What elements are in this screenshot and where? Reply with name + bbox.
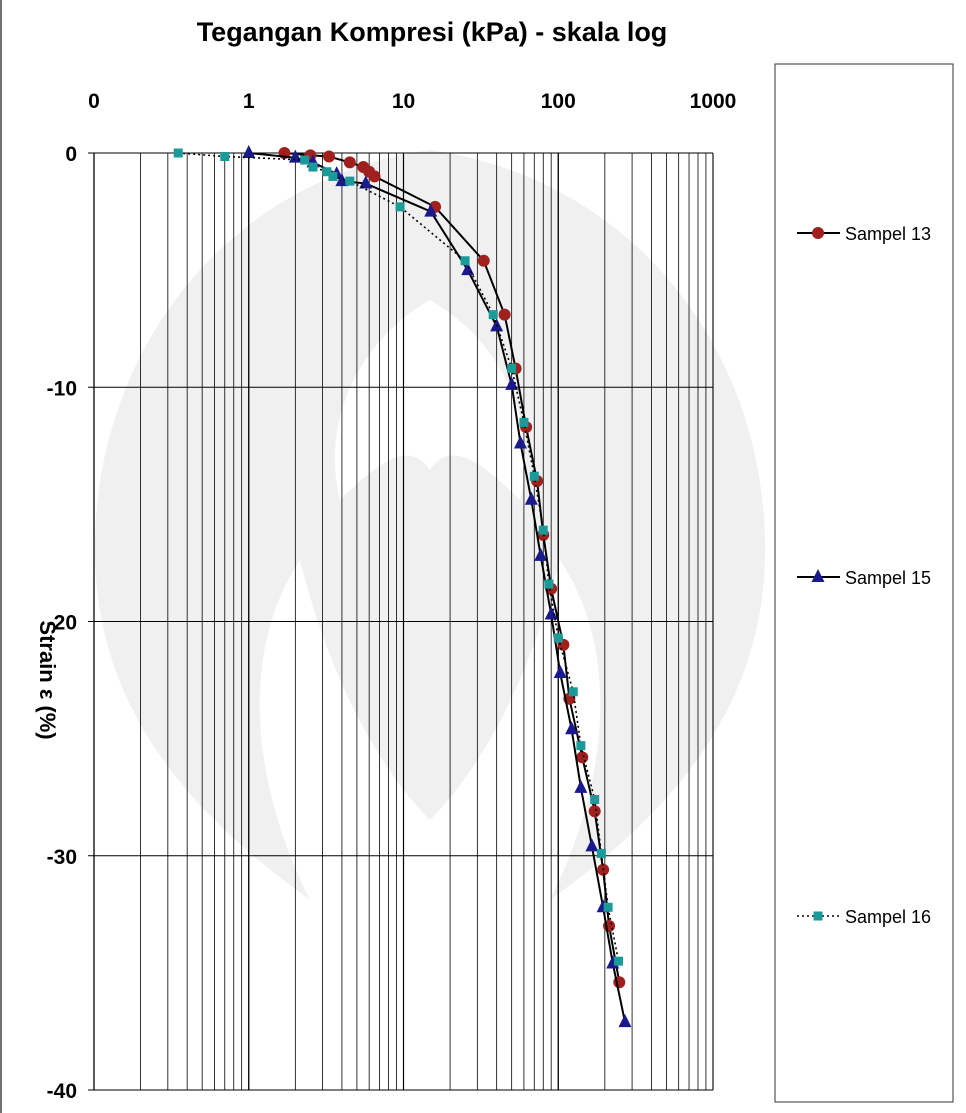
data-point [345,176,355,186]
data-point [590,795,600,805]
data-point [424,203,438,217]
data-point [513,435,527,449]
data-point [603,902,613,912]
y-tick-label: -10 [47,377,77,400]
data-point [242,145,256,158]
data-point [477,254,490,267]
legend-item: Sampel 16 [797,907,931,927]
x-tick-label: 100 [541,90,576,113]
y-tick-label: -30 [47,846,77,869]
data-point [505,376,519,390]
data-point [359,175,373,189]
data-point [490,318,504,332]
x-tick-label: 10 [392,90,415,113]
legend-item: Sampel 13 [797,224,931,244]
x-tick-label: 1 [243,90,255,113]
legend-box [774,63,954,1103]
data-point [544,579,554,589]
data-point [498,308,511,321]
plot-grid [88,152,714,1091]
data-point [576,751,589,764]
legend-marker [813,911,823,921]
data-point [613,956,623,966]
data-point [618,1014,632,1028]
data-point [460,256,470,266]
data-point [343,156,356,169]
legend-label: Sampel 15 [845,568,931,588]
legend-items: Sampel 13 Sampel 15 Sampel 16 [797,224,931,927]
chart-title: Tegangan Kompresi (kPa) - skala log [197,17,668,47]
data-point [220,152,230,162]
y-tick-labels: 0 -10 -20 -30 -40 [47,143,77,1103]
series-sampel-13 [278,147,626,989]
plot-series [173,145,632,1028]
data-point [574,779,588,793]
y-axis-label: Strain ε (%) [35,620,60,739]
data-point [507,364,517,374]
data-point [322,150,335,163]
series-line [284,152,621,983]
data-point [300,155,310,165]
data-point [553,633,563,643]
legend: Sampel 13 Sampel 15 Sampel 16 [774,63,954,1103]
data-point [524,491,538,505]
y-tick-label: -40 [47,1080,77,1103]
data-point [588,805,601,818]
data-point [328,171,338,181]
data-point [544,606,558,620]
data-point [596,848,606,858]
series-sampel-15 [242,145,632,1028]
watermark-emblem [94,150,766,900]
y-tick-label: -20 [47,612,77,635]
legend-label: Sampel 16 [845,907,931,927]
data-point [488,310,498,320]
data-point [519,417,529,427]
data-point [576,741,586,751]
x-tick-label: 0 [88,90,100,113]
data-point [322,167,332,177]
data-point [538,525,548,535]
data-point [568,687,578,697]
data-point [308,162,318,172]
data-point [534,547,548,561]
series-sampel-16 [173,148,623,966]
data-point [395,202,405,212]
data-point [529,471,539,481]
legend-marker [812,227,824,239]
legend-marker [811,569,825,582]
data-point [585,838,599,852]
data-point [335,173,349,187]
legend-label: Sampel 13 [845,224,931,244]
x-tick-label: 1000 [690,90,737,113]
x-tick-labels: 0 1 10 100 1000 [88,90,736,113]
data-point [565,721,579,735]
y-tick-label: 0 [65,143,77,166]
legend-item: Sampel 15 [797,568,931,588]
data-point [553,665,567,679]
data-point [173,148,183,158]
data-point [368,170,381,183]
